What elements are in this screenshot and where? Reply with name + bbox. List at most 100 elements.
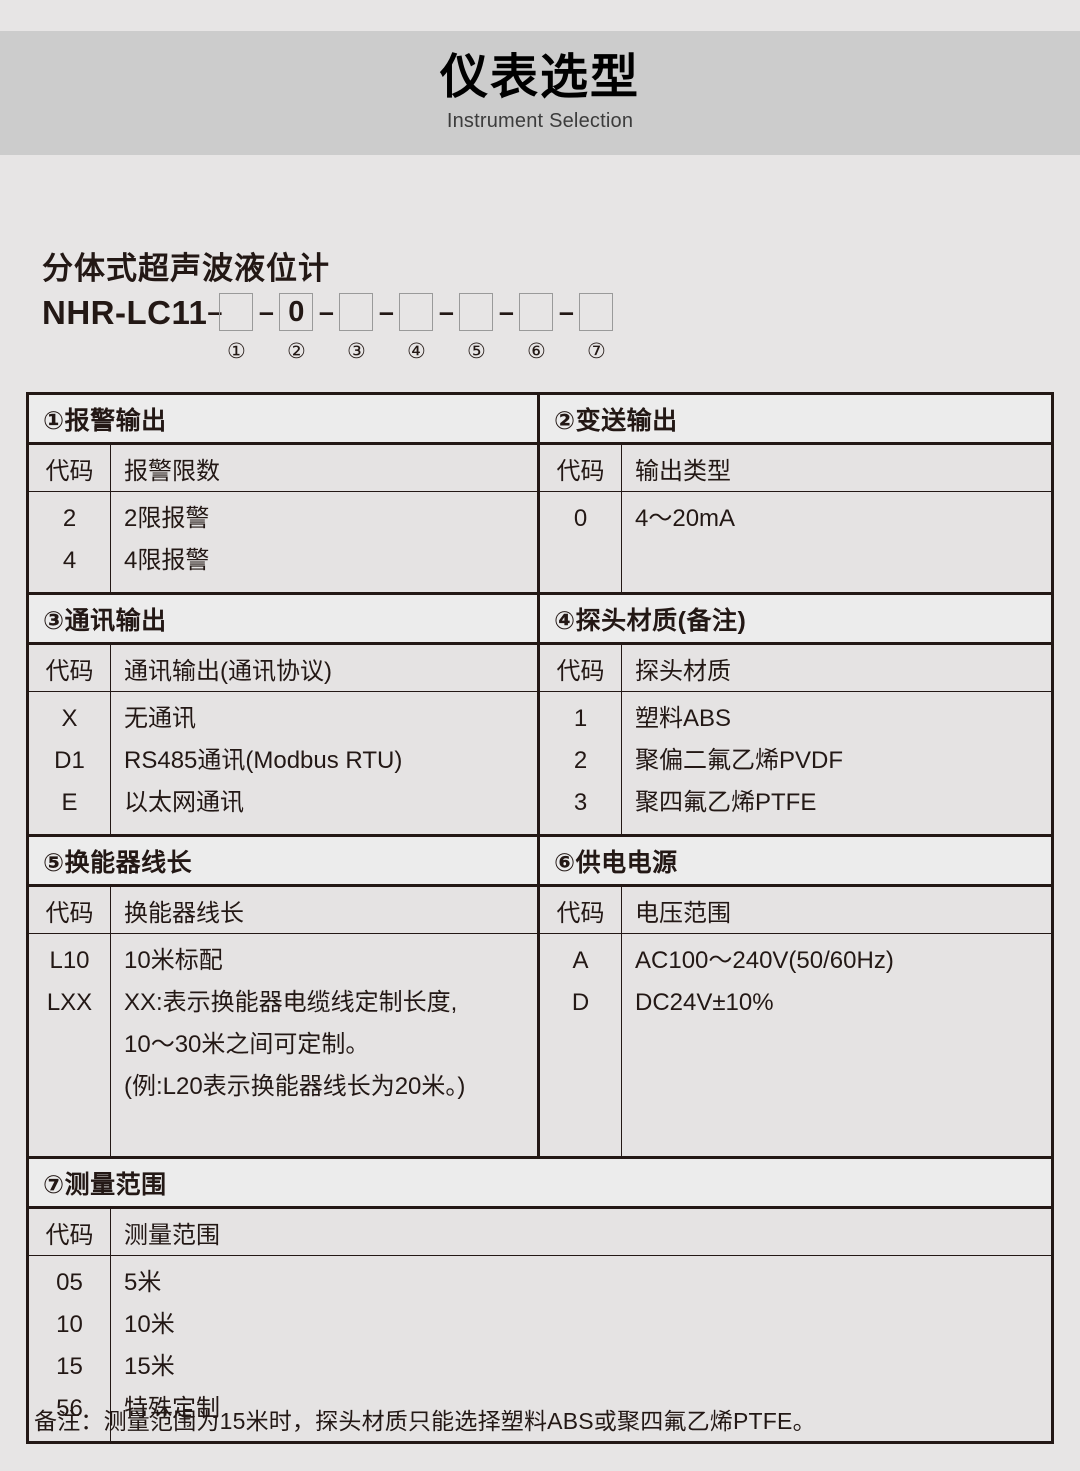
col-desc: 10米标配 XX:表示换能器电缆线定制长度, 10～30米之间可定制。 (例:L… — [111, 934, 537, 1156]
product-name: 分体式超声波液位计 — [42, 251, 330, 286]
model-box-3[interactable] — [339, 293, 374, 331]
desc-header: 报警限数 — [124, 457, 220, 485]
col-desc: 报警限数 — [111, 445, 537, 491]
code-header: 代码 — [45, 657, 94, 685]
col-code: 代码 — [29, 887, 111, 933]
row-desc: 无通讯 — [124, 705, 196, 732]
page-title: 仪表选型 — [439, 51, 640, 105]
section-rows: X D1 E 无通讯 RS485通讯(Modbus RTU) 以太网通讯 — [29, 692, 537, 834]
col-code: 1 2 3 — [540, 692, 622, 834]
desc-header: 探头材质 — [635, 657, 731, 685]
row-code: E — [61, 789, 78, 816]
model-dash-4: – — [438, 296, 454, 327]
model-code-row: NHR-LC11 – – 0 – – – – – — [42, 290, 614, 334]
desc-header: 通讯输出(通讯协议) — [124, 657, 332, 685]
section-subheader: 代码 探头材质 — [540, 645, 1051, 692]
row-desc: 聚偏二氟乙烯PVDF — [635, 747, 844, 774]
section-subheader: 代码 测量范围 — [29, 1209, 1051, 1256]
code-header: 代码 — [556, 899, 605, 927]
section-subheader: 代码 输出类型 — [540, 445, 1051, 492]
row-code: 2 — [573, 747, 588, 774]
col-desc: 塑料ABS 聚偏二氟乙烯PVDF 聚四氟乙烯PTFE — [622, 692, 1051, 834]
marker-7: ⑦ — [586, 339, 606, 363]
col-desc: 2限报警 4限报警 — [111, 492, 537, 592]
row-desc: XX:表示换能器电缆线定制长度, — [124, 989, 458, 1016]
model-dash-2: – — [318, 296, 334, 327]
col-code: A D — [540, 934, 622, 1156]
row-code: 0 — [573, 505, 588, 532]
model-box-7[interactable] — [579, 293, 614, 331]
model-box-1[interactable] — [219, 293, 254, 331]
section-transducer-cable-length: ⑤换能器线长 代码 换能器线长 L10 LXX 10米标配 XX:表示换能器电缆… — [29, 837, 540, 1156]
model-box-6[interactable] — [519, 293, 554, 331]
row-code: 3 — [573, 789, 588, 816]
model-box-2[interactable]: 0 — [279, 293, 314, 331]
row-code: 4 — [62, 547, 77, 574]
row-desc: 15米 — [124, 1353, 175, 1380]
section-title: ⑦测量范围 — [29, 1159, 1051, 1209]
section-rows: 1 2 3 塑料ABS 聚偏二氟乙烯PVDF 聚四氟乙烯PTFE — [540, 692, 1051, 834]
desc-header: 输出类型 — [635, 457, 731, 485]
col-code: L10 LXX — [29, 934, 111, 1156]
section-rows: A D AC100～240V(50/60Hz) DC24V±10% — [540, 934, 1051, 1156]
row-code: 05 — [56, 1269, 83, 1296]
model-dash-1: – — [258, 296, 274, 327]
section-title: ①报警输出 — [29, 395, 537, 445]
row-code: 1 — [573, 705, 588, 732]
row-desc: 塑料ABS — [635, 705, 732, 732]
row-desc: 4限报警 — [124, 547, 210, 574]
section-rows: L10 LXX 10米标配 XX:表示换能器电缆线定制长度, 10～30米之间可… — [29, 934, 537, 1156]
model-box-5[interactable] — [459, 293, 494, 331]
section-rows: 0 4～20mA — [540, 492, 1051, 592]
model-dash-6: – — [558, 296, 574, 327]
row-code: D — [571, 989, 590, 1016]
row-code: 56 — [56, 1395, 83, 1422]
code-header: 代码 — [556, 457, 605, 485]
section-alarm-output: ①报警输出 代码 报警限数 2 4 2限报警 4限报警 — [29, 395, 540, 592]
col-code: 2 4 — [29, 492, 111, 592]
code-header: 代码 — [556, 657, 605, 685]
col-code: 代码 — [29, 445, 111, 491]
section-power-supply: ⑥供电电源 代码 电压范围 A D AC100～240V(50/60Hz) DC… — [540, 837, 1051, 1156]
table-band-2: ③通讯输出 代码 通讯输出(通讯协议) X D1 E 无通讯 RS485通讯(M… — [29, 595, 1051, 837]
row-code: 15 — [56, 1353, 83, 1380]
marker-1: ① — [226, 339, 246, 363]
col-desc: 输出类型 — [622, 445, 1051, 491]
page-banner: 仪表选型 Instrument Selection — [0, 31, 1080, 155]
row-desc: 10～30米之间可定制。 — [124, 1031, 370, 1058]
section-measuring-range: ⑦测量范围 代码 测量范围 05 10 15 56 5米 10米 15米 特殊定… — [29, 1159, 1051, 1441]
col-desc: 5米 10米 15米 特殊定制 — [111, 1256, 1051, 1441]
row-desc: 5米 — [124, 1269, 162, 1296]
row-desc: 聚四氟乙烯PTFE — [635, 789, 817, 816]
row-code: X — [61, 705, 78, 732]
section-title: ③通讯输出 — [29, 595, 537, 645]
row-code: 2 — [62, 505, 77, 532]
row-code: A — [572, 947, 589, 974]
row-desc: 2限报警 — [124, 505, 210, 532]
section-title: ⑤换能器线长 — [29, 837, 537, 887]
model-prefix: NHR-LC11 — [42, 293, 208, 331]
selection-table: ①报警输出 代码 报警限数 2 4 2限报警 4限报警 ②变送输出 代码 输出类… — [26, 392, 1054, 1444]
model-marker-row: NHR-LC11 ① ② ③ ④ ⑤ ⑥ ⑦ — [42, 336, 613, 366]
marker-4: ④ — [406, 339, 426, 363]
col-code: X D1 E — [29, 692, 111, 834]
code-header: 代码 — [45, 457, 94, 485]
model-box-4[interactable] — [399, 293, 434, 331]
row-code — [29, 1066, 110, 1108]
col-code: 代码 — [540, 887, 622, 933]
table-band-4: ⑦测量范围 代码 测量范围 05 10 15 56 5米 10米 15米 特殊定… — [29, 1159, 1051, 1441]
row-desc: 10米标配 — [124, 947, 223, 974]
model-dash-0: – — [207, 296, 223, 327]
model-dash-5: – — [498, 296, 514, 327]
table-band-1: ①报警输出 代码 报警限数 2 4 2限报警 4限报警 ②变送输出 代码 输出类… — [29, 395, 1051, 595]
marker-5: ⑤ — [466, 339, 486, 363]
col-desc: 无通讯 RS485通讯(Modbus RTU) 以太网通讯 — [111, 692, 537, 834]
col-code: 代码 — [540, 445, 622, 491]
col-desc: 探头材质 — [622, 645, 1051, 691]
desc-header: 测量范围 — [124, 1221, 220, 1249]
col-code: 代码 — [29, 1209, 111, 1255]
row-code: LXX — [46, 989, 93, 1016]
row-desc: DC24V±10% — [635, 989, 774, 1016]
section-subheader: 代码 通讯输出(通讯协议) — [29, 645, 537, 692]
row-desc: AC100～240V(50/60Hz) — [635, 947, 894, 974]
